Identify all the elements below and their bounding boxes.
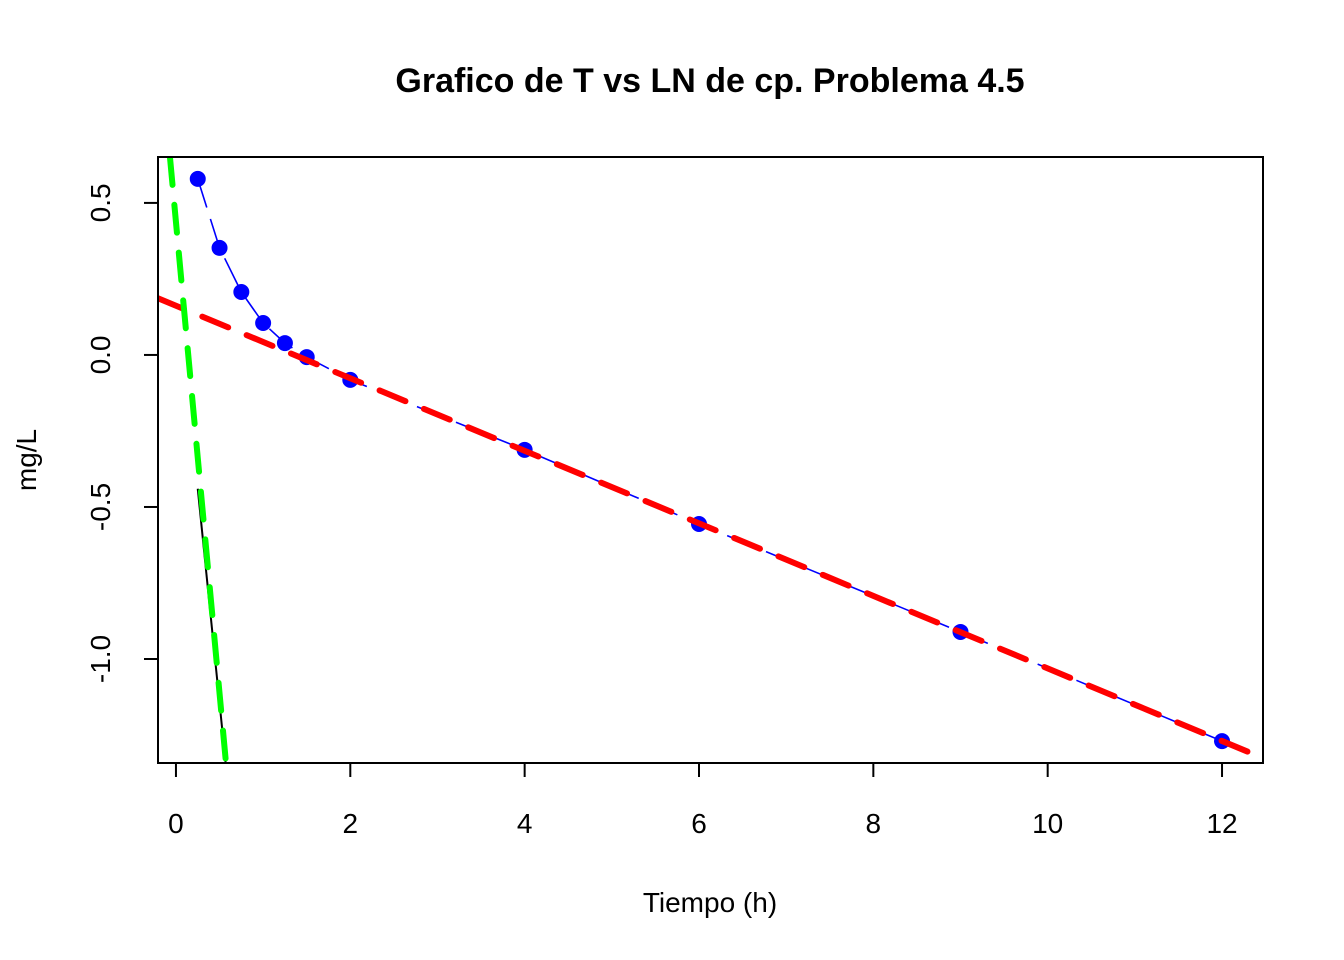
green-fit-line bbox=[166, 157, 229, 763]
y-tick-label: 0.5 bbox=[85, 183, 116, 222]
black-residual-line bbox=[196, 488, 227, 763]
plot-frame bbox=[157, 156, 1264, 764]
x-tick-label: 12 bbox=[1206, 808, 1237, 839]
data-point bbox=[276, 335, 293, 352]
data-point bbox=[189, 170, 206, 187]
x-tick-label: 10 bbox=[1032, 808, 1063, 839]
y-tick-label: 0.0 bbox=[85, 335, 116, 374]
data-point bbox=[211, 239, 228, 256]
y-tick-label: -0.5 bbox=[85, 483, 116, 531]
chart-title: Grafico de T vs LN de cp. Problema 4.5 bbox=[395, 62, 1024, 100]
data-point bbox=[255, 315, 272, 332]
y-tick-label: -1.0 bbox=[85, 635, 116, 683]
data-point bbox=[233, 284, 250, 301]
blue-data-line bbox=[196, 178, 1223, 742]
x-tick-label: 0 bbox=[168, 808, 184, 839]
y-axis-label: mg/L bbox=[11, 429, 42, 491]
x-axis-label: Tiempo (h) bbox=[643, 887, 777, 918]
x-tick-label: 2 bbox=[343, 808, 359, 839]
red-fit-line bbox=[158, 295, 1263, 762]
x-tick-label: 4 bbox=[517, 808, 533, 839]
x-tick-label: 6 bbox=[691, 808, 707, 839]
x-tick-label: 8 bbox=[866, 808, 882, 839]
